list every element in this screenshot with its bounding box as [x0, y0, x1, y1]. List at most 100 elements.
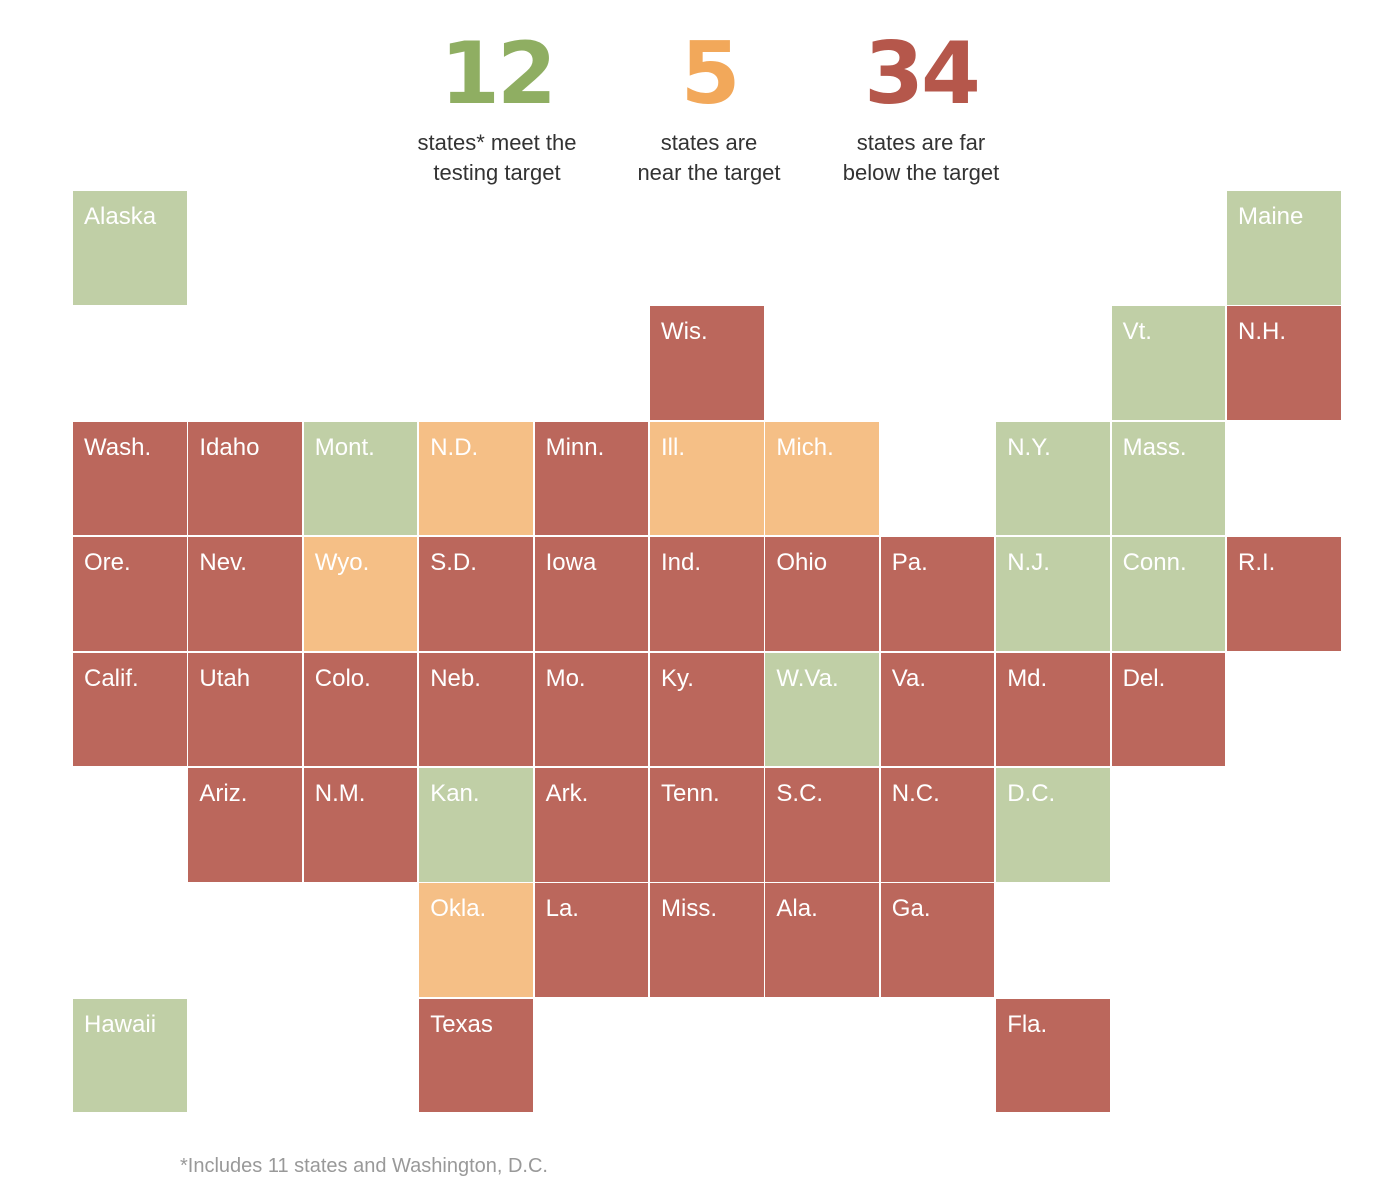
state-label: Ore.: [84, 549, 131, 577]
count-below: 34: [864, 24, 981, 124]
state-tile: S.C.: [765, 768, 879, 882]
state-label: Nev.: [199, 549, 247, 577]
state-label: Texas: [430, 1010, 493, 1038]
state-label: R.I.: [1238, 549, 1276, 577]
state-tile: N.H.: [1227, 306, 1341, 420]
desc-near: states are near the target: [589, 128, 829, 188]
state-tile: Va.: [880, 652, 995, 767]
state-tile: La.: [534, 883, 649, 997]
state-label: S.D.: [430, 549, 477, 577]
state-label: Utah: [199, 664, 251, 692]
state-label: Pa.: [891, 549, 928, 577]
state-tile: Pa.: [880, 537, 995, 651]
state-tile: S.D.: [419, 537, 533, 651]
state-label: Mich.: [776, 433, 834, 461]
state-label: Wis.: [661, 318, 708, 346]
state-tile: Hawaii: [73, 998, 187, 1113]
state-label: Ky.: [661, 664, 694, 692]
state-label: Mont.: [314, 433, 375, 461]
state-label: Minn.: [545, 433, 605, 461]
summary-meet: 12 states* meet the testing target: [377, 24, 617, 188]
state-tile: Wash.: [73, 421, 187, 536]
state-label: Hawaii: [84, 1010, 157, 1038]
desc-meet-line1: states* meet the: [417, 130, 577, 155]
state-label: Ga.: [891, 895, 931, 923]
state-label: Wash.: [84, 433, 152, 461]
state-tile: Miss.: [650, 883, 764, 997]
state-label: Alaska: [84, 203, 157, 230]
state-tile: Wyo.: [303, 537, 418, 651]
desc-below: states are far below the target: [801, 128, 1041, 188]
state-label: N.C.: [891, 780, 940, 807]
state-tile: N.C.: [880, 768, 995, 882]
state-tile: Kan.: [419, 768, 533, 882]
state-tile: Mont.: [303, 421, 418, 536]
state-tile: Mo.: [534, 652, 649, 767]
state-tile: Ind.: [650, 537, 764, 651]
state-label: Ill.: [661, 433, 685, 461]
state-label: Vt.: [1122, 318, 1152, 346]
state-label: Conn.: [1122, 549, 1187, 577]
state-tile: N.J.: [996, 537, 1110, 651]
state-label: W.Va.: [776, 664, 839, 692]
summary-below: 34 states are far below the target: [801, 24, 1041, 188]
state-label: Iowa: [545, 549, 597, 577]
desc-below-line1: states are far: [856, 130, 986, 155]
state-label: Calif.: [84, 664, 139, 692]
state-label: Ark.: [545, 780, 589, 807]
desc-near-line1: states are: [660, 130, 758, 155]
state-tile: Calif.: [73, 652, 187, 767]
state-tile: Conn.: [1111, 537, 1226, 651]
state-label: Ind.: [661, 549, 702, 577]
state-tile: Utah: [188, 652, 302, 767]
state-label: Idaho: [199, 433, 260, 461]
state-tile: Idaho: [188, 421, 302, 536]
state-tile: Tenn.: [650, 768, 764, 882]
state-label: Maine: [1238, 203, 1304, 230]
state-label: Ala.: [776, 895, 818, 923]
state-tile: Del.: [1111, 652, 1226, 767]
state-tile: Iowa: [534, 537, 649, 651]
state-label: Va.: [891, 664, 927, 692]
state-tile: Wis.: [650, 306, 764, 420]
count-meet: 12: [440, 24, 557, 124]
state-tile: Ark.: [534, 768, 649, 882]
state-label: Fla.: [1007, 1010, 1048, 1038]
state-tile: Vt.: [1111, 306, 1226, 420]
state-tile: Mass.: [1111, 421, 1226, 536]
state-label: S.C.: [776, 780, 824, 807]
state-label: Neb.: [430, 664, 481, 692]
state-label: Del.: [1122, 664, 1166, 692]
desc-meet: states* meet the testing target: [377, 128, 617, 188]
state-label: N.M.: [314, 780, 366, 807]
state-tile: Md.: [996, 652, 1110, 767]
state-tile: Mich.: [765, 421, 879, 536]
state-label: Mo.: [545, 664, 586, 692]
footnote: *Includes 11 states and Washington, D.C.: [180, 1155, 548, 1177]
state-tile: Ore.: [73, 537, 187, 651]
state-tile: Ill.: [650, 421, 764, 536]
desc-near-line2: near the target: [637, 160, 781, 185]
state-label: Okla.: [430, 895, 487, 923]
state-tile: R.I.: [1227, 537, 1341, 651]
state-tile: Colo.: [303, 652, 418, 767]
state-label: N.Y.: [1007, 433, 1051, 461]
state-tile: Ohio: [765, 537, 879, 651]
state-label: Mass.: [1122, 433, 1187, 461]
summary-near: 5 states are near the target: [589, 24, 829, 188]
state-label: Miss.: [661, 895, 717, 923]
state-tile: Nev.: [188, 537, 302, 651]
state-label: Ohio: [776, 549, 828, 577]
state-tile: D.C.: [996, 768, 1110, 882]
state-tile: Ga.: [880, 883, 995, 997]
state-tile: Neb.: [419, 652, 533, 767]
state-label: N.D.: [430, 433, 479, 461]
state-tile: Alaska: [73, 191, 187, 305]
state-tile: Ariz.: [188, 768, 302, 882]
state-tile: N.M.: [303, 768, 418, 882]
state-tile: N.Y.: [996, 421, 1110, 536]
count-near: 5: [680, 24, 741, 124]
state-tile: Ala.: [765, 883, 879, 997]
state-label: Ariz.: [199, 780, 248, 807]
